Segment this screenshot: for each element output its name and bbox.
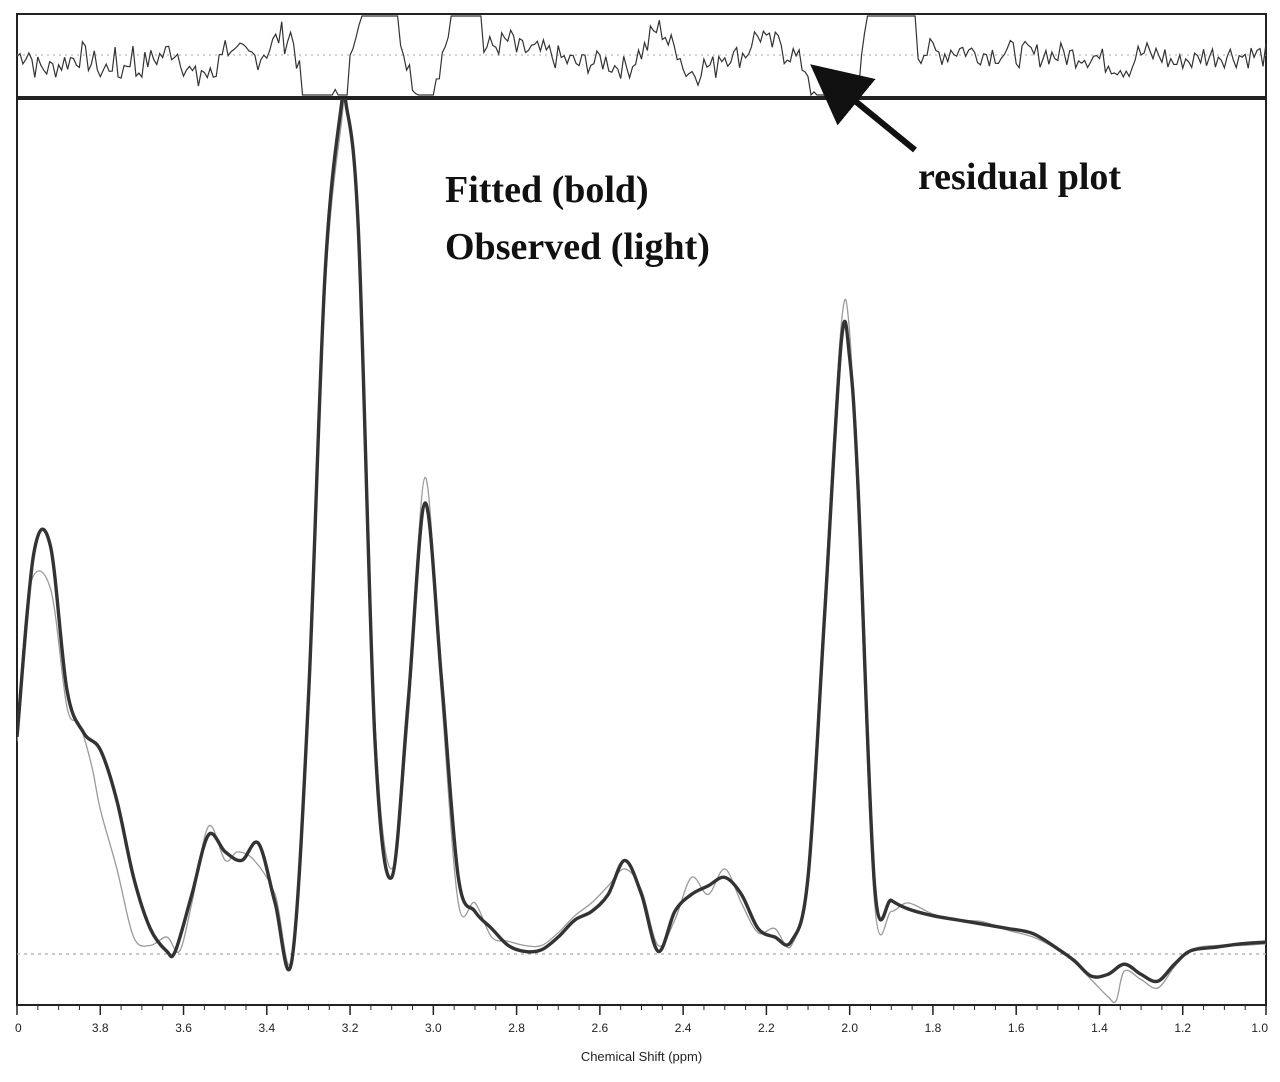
x-tick-label: 1.8	[925, 1021, 942, 1035]
x-tick-label: 2.8	[508, 1021, 525, 1035]
legend-fitted: Fitted (bold)	[445, 169, 649, 211]
residual-plot-label: residual plot	[918, 156, 1122, 198]
x-tick-label: 3.8	[92, 1021, 109, 1035]
x-tick-label: 3.0	[425, 1021, 442, 1035]
x-tick-label: 3.6	[175, 1021, 192, 1035]
x-tick-label: 2.2	[758, 1021, 775, 1035]
x-tick-label: 3.2	[342, 1021, 359, 1035]
x-tick-label: 1.6	[1008, 1021, 1025, 1035]
x-tick-label: 2.6	[592, 1021, 609, 1035]
residual-line	[16, 15, 1267, 97]
residual-panel	[16, 13, 1267, 98]
observed-spectrum-line	[17, 99, 1266, 1004]
x-axis-title: Chemical Shift (ppm)	[581, 1049, 702, 1064]
x-tick-label: 3.4	[258, 1021, 275, 1035]
legend-observed: Observed (light)	[445, 226, 710, 268]
x-tick-label: 2.4	[675, 1021, 692, 1035]
residual-arrow-icon	[810, 64, 917, 153]
main-spectrum-panel	[16, 98, 1267, 1006]
x-tick-label: 1.2	[1174, 1021, 1191, 1035]
fitted-spectrum-line	[17, 99, 1266, 984]
x-tick-label: 2.0	[841, 1021, 858, 1035]
x-tick-label: 1.4	[1091, 1021, 1108, 1035]
x-axis: 0 3.8 3.6 3.4 3.2 3.0 2.8 2.6 2.4 2.2 2.0 1.8 1.6 1.4…	[15, 1005, 1268, 1064]
x-tick-label: 1.0	[1251, 1021, 1268, 1035]
x-tick-label: 0	[15, 1021, 22, 1035]
